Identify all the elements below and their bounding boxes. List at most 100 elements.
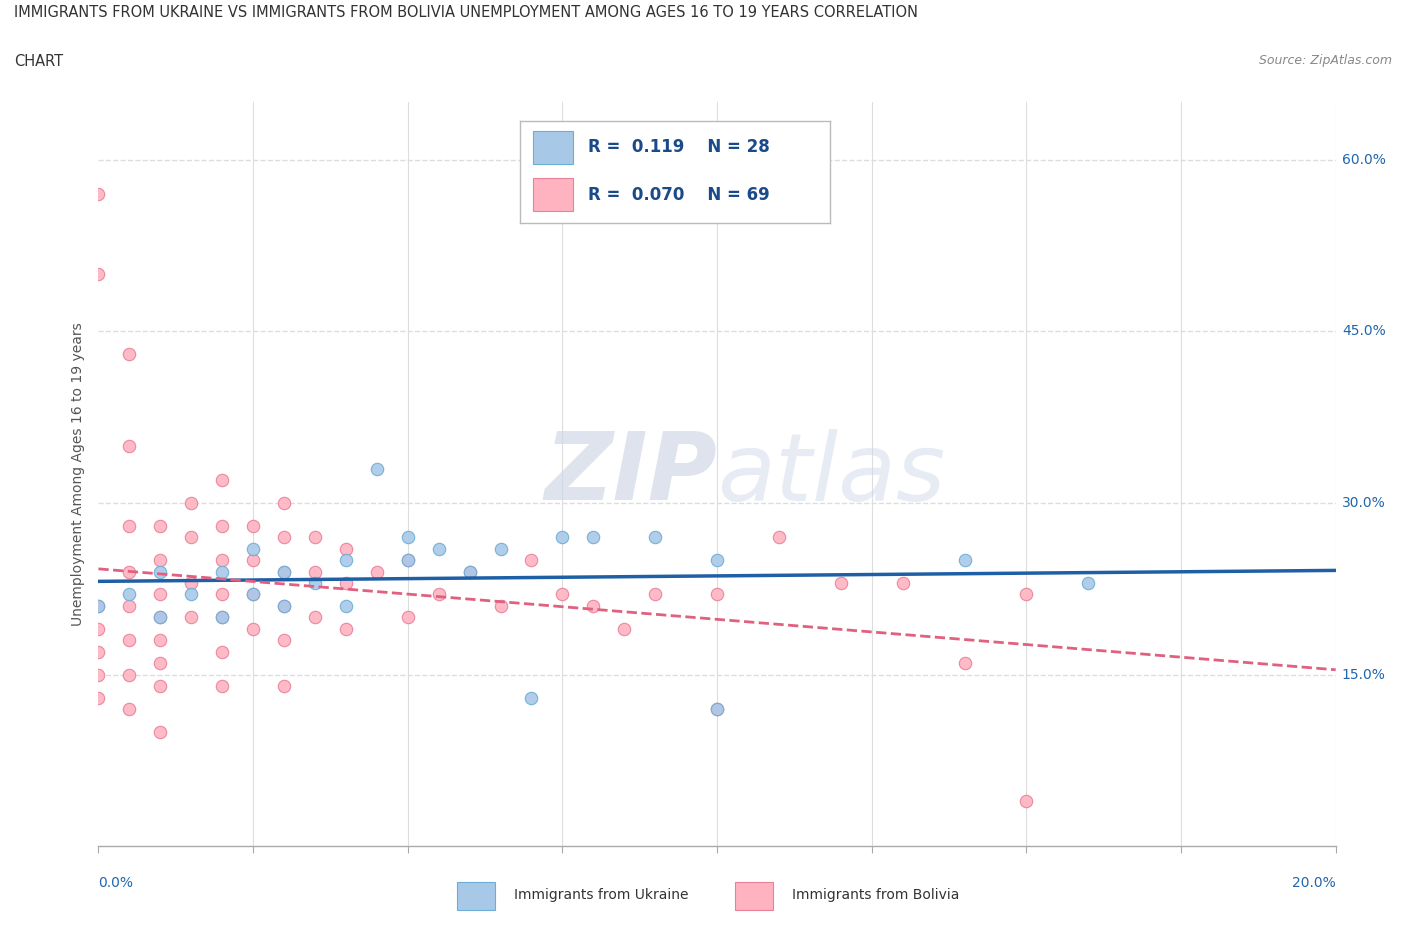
Point	[180, 587, 202, 602]
Point	[582, 599, 605, 614]
Point	[118, 565, 141, 579]
Point	[644, 587, 666, 602]
Point	[242, 518, 264, 533]
Point	[242, 587, 264, 602]
FancyBboxPatch shape	[533, 131, 572, 164]
FancyBboxPatch shape	[457, 883, 495, 910]
Text: 45.0%: 45.0%	[1341, 325, 1386, 339]
Point	[953, 656, 976, 671]
Point	[118, 701, 141, 716]
Point	[335, 621, 357, 636]
Point	[304, 610, 326, 625]
Point	[706, 701, 728, 716]
Point	[118, 518, 141, 533]
Point	[242, 587, 264, 602]
Point	[118, 599, 141, 614]
Point	[427, 587, 450, 602]
Point	[768, 530, 790, 545]
Point	[87, 599, 110, 614]
Point	[489, 541, 512, 556]
Point	[87, 667, 110, 682]
Point	[273, 496, 295, 511]
Text: Source: ZipAtlas.com: Source: ZipAtlas.com	[1258, 54, 1392, 67]
Point	[396, 530, 419, 545]
Point	[304, 565, 326, 579]
Point	[706, 701, 728, 716]
Point	[180, 496, 202, 511]
Point	[613, 621, 636, 636]
Point	[953, 552, 976, 567]
Point	[304, 576, 326, 591]
Point	[211, 610, 233, 625]
Point	[582, 530, 605, 545]
Point	[87, 599, 110, 614]
Point	[211, 587, 233, 602]
Point	[242, 621, 264, 636]
Text: R =  0.070    N = 69: R = 0.070 N = 69	[588, 186, 770, 204]
Point	[458, 565, 481, 579]
Point	[706, 587, 728, 602]
Text: Immigrants from Bolivia: Immigrants from Bolivia	[793, 888, 960, 902]
Point	[149, 518, 172, 533]
Point	[273, 599, 295, 614]
Point	[273, 530, 295, 545]
Point	[396, 552, 419, 567]
Y-axis label: Unemployment Among Ages 16 to 19 years: Unemployment Among Ages 16 to 19 years	[72, 323, 86, 626]
Point	[242, 541, 264, 556]
Point	[458, 565, 481, 579]
Point	[520, 690, 543, 705]
Point	[273, 679, 295, 694]
Point	[1015, 793, 1038, 808]
Text: CHART: CHART	[14, 54, 63, 69]
Text: ZIP: ZIP	[544, 429, 717, 520]
Point	[891, 576, 914, 591]
Point	[273, 565, 295, 579]
Point	[211, 472, 233, 487]
Point	[149, 679, 172, 694]
Point	[335, 552, 357, 567]
Point	[149, 724, 172, 739]
Point	[211, 610, 233, 625]
Point	[211, 518, 233, 533]
FancyBboxPatch shape	[533, 179, 572, 211]
Point	[366, 461, 388, 476]
Point	[211, 644, 233, 659]
Point	[149, 632, 172, 647]
Point	[304, 530, 326, 545]
Point	[489, 599, 512, 614]
Text: 0.0%: 0.0%	[98, 876, 134, 890]
Point	[149, 565, 172, 579]
Point	[273, 599, 295, 614]
Point	[118, 347, 141, 362]
Point	[87, 644, 110, 659]
Point	[211, 679, 233, 694]
Point	[87, 621, 110, 636]
Point	[335, 576, 357, 591]
Text: 15.0%: 15.0%	[1341, 668, 1386, 682]
Text: 60.0%: 60.0%	[1341, 153, 1386, 166]
Point	[273, 565, 295, 579]
Point	[335, 599, 357, 614]
Point	[396, 552, 419, 567]
Text: 20.0%: 20.0%	[1292, 876, 1336, 890]
Text: IMMIGRANTS FROM UKRAINE VS IMMIGRANTS FROM BOLIVIA UNEMPLOYMENT AMONG AGES 16 TO: IMMIGRANTS FROM UKRAINE VS IMMIGRANTS FR…	[14, 5, 918, 20]
Text: atlas: atlas	[717, 429, 945, 520]
Point	[180, 576, 202, 591]
Point	[87, 267, 110, 282]
Point	[87, 690, 110, 705]
Point	[1015, 587, 1038, 602]
Point	[366, 565, 388, 579]
Point	[149, 587, 172, 602]
Point	[551, 587, 574, 602]
Point	[180, 530, 202, 545]
Point	[335, 541, 357, 556]
Point	[644, 530, 666, 545]
Point	[118, 438, 141, 453]
Point	[87, 186, 110, 201]
Point	[149, 552, 172, 567]
Point	[1077, 576, 1099, 591]
Point	[149, 610, 172, 625]
Point	[180, 610, 202, 625]
Point	[520, 552, 543, 567]
Point	[118, 667, 141, 682]
